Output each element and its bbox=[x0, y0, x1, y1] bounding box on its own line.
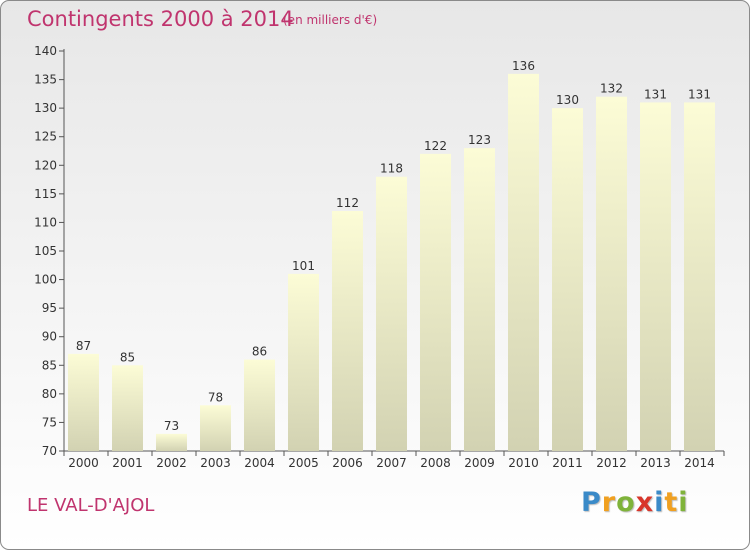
bar-2005 bbox=[288, 273, 319, 451]
y-tick-label: 120 bbox=[34, 158, 57, 172]
logo-letter: t bbox=[664, 487, 679, 518]
bar-2013 bbox=[640, 102, 671, 451]
x-tick-label: 2000 bbox=[68, 456, 99, 470]
value-label: 78 bbox=[208, 390, 223, 404]
bar-2001 bbox=[112, 365, 143, 451]
x-tick-label: 2005 bbox=[288, 456, 319, 470]
x-tick-label: 2014 bbox=[684, 456, 715, 470]
y-tick-label: 80 bbox=[42, 387, 57, 401]
y-tick-label: 95 bbox=[42, 301, 57, 315]
bar-2014 bbox=[684, 102, 715, 451]
x-tick-label: 2002 bbox=[156, 456, 187, 470]
y-tick-label: 100 bbox=[34, 273, 57, 287]
chart-unit: (en milliers d'€) bbox=[283, 13, 378, 27]
bar-2011 bbox=[552, 108, 583, 452]
logo-letter: o bbox=[616, 487, 636, 518]
y-tick-label: 70 bbox=[42, 444, 57, 458]
value-label: 132 bbox=[600, 82, 623, 96]
y-tick-label: 125 bbox=[34, 130, 57, 144]
y-tick-label: 140 bbox=[34, 44, 57, 58]
y-tick-label: 90 bbox=[42, 330, 57, 344]
x-tick-label: 2003 bbox=[200, 456, 231, 470]
y-tick-label: 75 bbox=[42, 415, 57, 429]
x-tick-label: 2012 bbox=[596, 456, 627, 470]
bar-2006 bbox=[332, 211, 363, 451]
value-label: 73 bbox=[164, 419, 179, 433]
x-tick-label: 2013 bbox=[640, 456, 671, 470]
bars bbox=[68, 73, 715, 452]
value-label: 131 bbox=[688, 87, 711, 101]
proxiti-logo: Proxiti bbox=[581, 487, 689, 518]
x-tick-label: 2010 bbox=[508, 456, 539, 470]
y-tick-label: 115 bbox=[34, 187, 57, 201]
bar-2008 bbox=[420, 153, 451, 451]
logo-letter: r bbox=[601, 487, 617, 518]
y-tick-label: 130 bbox=[34, 101, 57, 115]
value-label: 86 bbox=[252, 345, 267, 359]
value-label: 130 bbox=[556, 93, 579, 107]
bar-2002 bbox=[156, 433, 187, 451]
bar-2010 bbox=[508, 73, 539, 451]
value-label: 101 bbox=[292, 259, 315, 273]
x-tick-label: 2001 bbox=[112, 456, 143, 470]
y-tick-label: 110 bbox=[34, 215, 57, 229]
x-tick-label: 2011 bbox=[552, 456, 583, 470]
value-label: 118 bbox=[380, 162, 403, 176]
logo-letter: i bbox=[654, 487, 665, 518]
value-label: 85 bbox=[120, 350, 135, 364]
x-tick-label: 2006 bbox=[332, 456, 363, 470]
y-tick-label: 85 bbox=[42, 358, 57, 372]
bar-2003 bbox=[200, 405, 231, 451]
x-tick-label: 2007 bbox=[376, 456, 407, 470]
axes: 70 75 80 85 90 95 100 105 110 115 120 125 130 135 140 bbox=[34, 44, 725, 458]
value-label: 123 bbox=[468, 133, 491, 147]
value-label: 122 bbox=[424, 139, 447, 153]
value-label: 112 bbox=[336, 196, 359, 210]
x-tick-label: 2009 bbox=[464, 456, 495, 470]
value-label: 87 bbox=[76, 339, 91, 353]
value-label: 136 bbox=[512, 59, 535, 73]
x-tick-label: 2008 bbox=[420, 456, 451, 470]
data-labels: 2000 87 2001 85 2002 73 2003 78 2004 86 2005 101 200… bbox=[68, 59, 715, 470]
y-tick-label: 105 bbox=[34, 244, 57, 258]
value-label: 131 bbox=[644, 87, 667, 101]
bar-2012 bbox=[596, 96, 627, 451]
bar-2000 bbox=[68, 353, 99, 451]
x-tick-label: 2004 bbox=[244, 456, 275, 470]
logo-letter: P bbox=[581, 487, 602, 518]
logo-letter: i bbox=[678, 487, 689, 518]
bar-2007 bbox=[376, 176, 407, 451]
commune-name: LE VAL-D'AJOL bbox=[27, 495, 155, 516]
bar-2009 bbox=[464, 148, 495, 451]
bar-2004 bbox=[244, 359, 275, 451]
logo-letter: x bbox=[635, 487, 655, 518]
chart-title: Contingents 2000 à 2014 bbox=[27, 7, 294, 31]
y-tick-label: 135 bbox=[34, 73, 57, 87]
